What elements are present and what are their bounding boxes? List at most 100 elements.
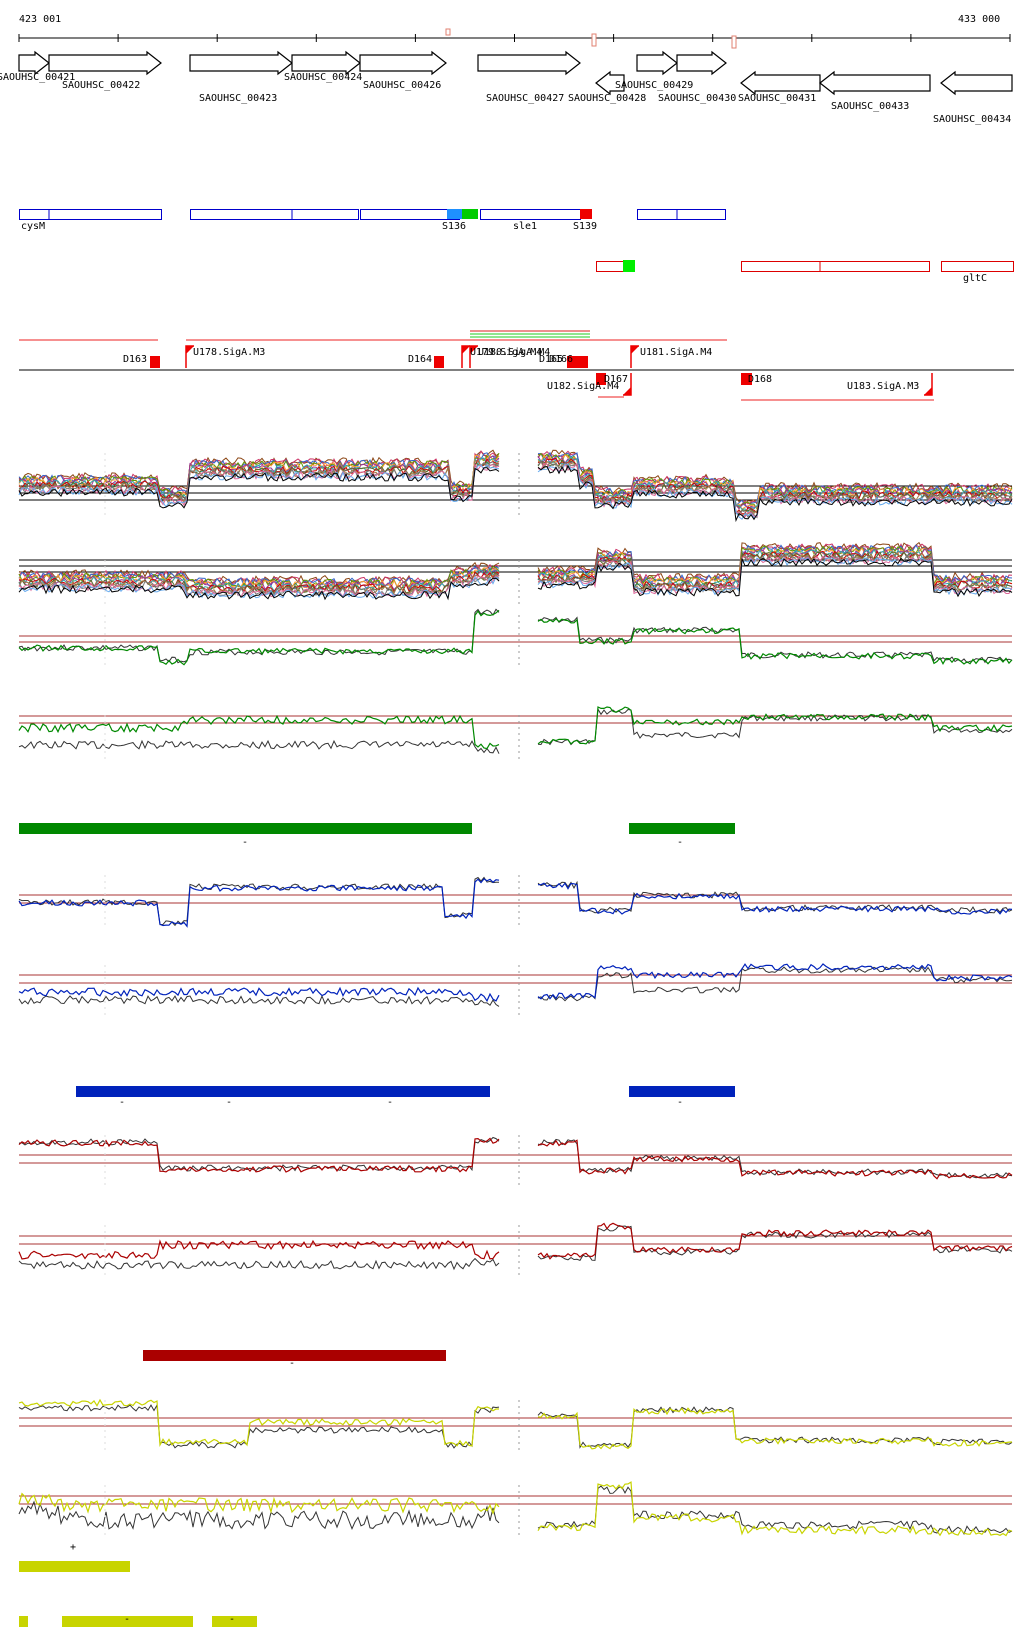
feature-label[interactable]: U178.SigA.M3 [193,347,266,358]
promoter-flag-head [924,387,932,395]
segment-strand-label: - [289,1358,296,1369]
expression-trace [18,1398,499,1448]
expression-segment [19,1561,130,1572]
feature-label[interactable]: U179.SigA.M4 [470,347,543,358]
expression-trace [537,544,1013,584]
expression-trace [537,463,1013,520]
gene-label[interactable]: SAOUHSC_00429 [615,80,694,91]
feature-label[interactable]: U182.SigA.M4 [547,381,620,392]
expression-trace [537,1222,1013,1260]
expression-trace [18,450,500,495]
segment-strand-label: - [119,1097,126,1108]
annotation-label[interactable]: S139 [573,221,598,232]
gene-label[interactable]: SAOUHSC_00434 [933,114,1012,125]
expression-trace [18,461,500,506]
expression-trace [18,1492,500,1516]
expression-trace [18,569,500,592]
expression-segment [19,823,472,834]
promoter-flag-head [623,387,631,395]
gene-arrow [189,50,293,76]
gene-arrow [18,50,50,76]
expression-trace [537,1485,1013,1535]
feature-label[interactable]: U181.SigA.M4 [640,347,713,358]
ruler-marker [731,35,737,49]
expression-trace [537,1139,1013,1180]
feature-label[interactable]: U180.SigA.M4 [478,347,551,358]
annotation-box [637,209,726,220]
segment-strand-label: + [70,1542,77,1553]
gene-label[interactable]: SAOUHSC_00423 [199,93,278,104]
gene-label[interactable]: SAOUHSC_00430 [658,93,737,104]
expression-trace [18,574,500,597]
expression-trace [537,966,1013,1002]
annotation-fill [623,260,635,272]
expression-trace [18,564,500,586]
gene-label[interactable]: SAOUHSC_00421 [0,72,76,83]
feature-label[interactable]: D163 [123,354,148,365]
ruler-start-label: 423 001 [19,14,62,25]
feature-marker [596,373,606,385]
annotation-fill [447,209,462,219]
annotation-label[interactable]: cysM [21,221,46,232]
segment-strand-label: - [124,1614,131,1625]
expression-trace [18,1403,500,1449]
expression-trace [537,449,1013,506]
expression-segment [629,823,735,834]
feature-label[interactable]: D164 [408,354,433,365]
promoter-flag-head [631,346,639,354]
expression-trace [537,557,1013,598]
expression-trace [18,576,500,600]
annotation-box [360,209,448,220]
gene-label[interactable]: SAOUHSC_00424 [284,72,363,83]
expression-trace [18,714,500,750]
gene-label[interactable]: SAOUHSC_00433 [831,101,910,112]
expression-trace [537,706,1013,745]
annotation-fill [462,209,478,219]
annotation-label[interactable]: sle1 [513,221,538,232]
expression-trace [538,882,1013,915]
gene-arrow [636,50,678,76]
expression-segment [143,1350,446,1361]
expression-trace [537,1406,1013,1449]
segment-strand-label: - [677,1097,684,1108]
segment-strand-label: - [242,837,249,848]
gene-label[interactable]: SAOUHSC_00422 [62,80,141,91]
expression-trace [537,464,1013,523]
gene-arrow [740,70,821,96]
gene-label[interactable]: SAOUHSC_00426 [363,80,442,91]
expression-segment [19,1616,28,1627]
gene-label[interactable]: SAOUHSC_00428 [568,93,647,104]
ruler-marker [591,33,597,47]
feature-marker [567,356,579,368]
annotation-label[interactable]: gltC [963,273,988,284]
gene-arrow [359,50,447,76]
annotation-label[interactable]: S136 [442,221,467,232]
gene-label[interactable]: SAOUHSC_00427 [486,93,565,104]
expression-trace [18,577,500,601]
feature-label[interactable]: U183.SigA.M3 [847,381,920,392]
gene-label[interactable]: SAOUHSC_00431 [738,93,817,104]
feature-marker [741,373,752,385]
expression-trace [18,609,500,666]
segment-strand-label: - [229,1614,236,1625]
feature-marker [434,356,444,368]
gene-arrow [477,50,581,76]
expression-trace [18,986,500,1003]
expression-trace [537,707,1013,746]
feature-marker [578,356,588,368]
expression-trace [537,963,1013,1000]
feature-label[interactable]: D167 [604,374,629,385]
expression-trace [18,464,500,508]
feature-label[interactable]: D168 [748,374,773,385]
expression-trace [18,608,500,664]
gene-arrow [940,70,1013,96]
expression-trace [18,449,500,492]
gene-arrow [48,50,162,76]
feature-label[interactable]: D165 [539,354,564,365]
expression-trace [537,617,1013,665]
promoter-flag-head [462,346,470,354]
expression-segment [212,1616,257,1627]
feature-label[interactable]: D166 [549,354,574,365]
